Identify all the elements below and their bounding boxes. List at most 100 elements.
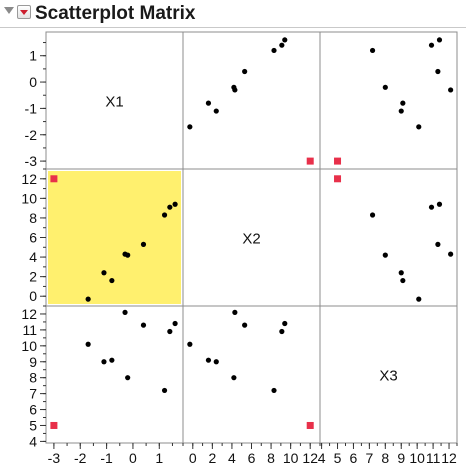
bottom-axis-tick-label: 12: [302, 450, 318, 466]
data-point[interactable]: [161, 212, 168, 218]
matrix-cell-x1-x2[interactable]: [182, 31, 321, 170]
left-axis-tick-label: 8: [29, 370, 37, 386]
data-point[interactable]: [242, 322, 248, 328]
data-point[interactable]: [279, 328, 285, 335]
data-point[interactable]: [161, 387, 168, 394]
data-point[interactable]: [369, 212, 376, 218]
data-point[interactable]: [271, 47, 277, 54]
data-point[interactable]: [436, 201, 443, 207]
data-point[interactable]: [140, 322, 147, 328]
matrix-cell-x2-x3[interactable]: [319, 168, 458, 307]
data-point[interactable]: [109, 277, 115, 284]
bottom-axis-tick-label: 5: [334, 450, 342, 466]
data-point[interactable]: [101, 359, 107, 365]
data-point[interactable]: [109, 357, 115, 363]
data-point[interactable]: [172, 320, 178, 327]
outline-bar: Scatterplot Matrix: [0, 1, 466, 28]
bottom-axis-tick-label: -3: [48, 450, 61, 466]
data-point[interactable]: [231, 375, 237, 381]
excluded-point-marker[interactable]: [334, 175, 342, 183]
bottom-axis-tick-label: 0: [189, 450, 197, 466]
excluded-point-marker[interactable]: [334, 157, 342, 165]
highlighted-cell[interactable]: [48, 171, 181, 304]
bottom-axis-tick-label: 1: [155, 450, 163, 466]
bottom-axis-tick-label: 6: [248, 450, 256, 466]
data-point[interactable]: [416, 296, 422, 302]
data-point[interactable]: [279, 42, 285, 48]
data-point[interactable]: [232, 87, 238, 93]
data-point[interactable]: [205, 357, 212, 363]
data-point[interactable]: [436, 37, 443, 43]
data-point[interactable]: [167, 328, 173, 335]
matrix-cell-x3-x3[interactable]: [319, 305, 458, 444]
left-axis-tick-label: 6: [29, 402, 37, 418]
bottom-axis-tick-label: 11: [426, 450, 441, 466]
data-point[interactable]: [122, 251, 128, 257]
data-point[interactable]: [448, 87, 454, 93]
data-point[interactable]: [213, 108, 219, 114]
bottom-axis-tick-label: 4: [318, 450, 326, 466]
bottom-axis-tick-label: -2: [74, 450, 87, 466]
report-header: Scatterplot Matrix: [0, 0, 470, 28]
data-point[interactable]: [369, 47, 376, 54]
left-axis-tick-label: -2: [25, 127, 38, 143]
data-point[interactable]: [167, 204, 173, 210]
data-point[interactable]: [435, 241, 441, 247]
data-point[interactable]: [140, 241, 147, 247]
bottom-axis-tick-label: 8: [267, 450, 275, 466]
data-point[interactable]: [435, 68, 441, 75]
disclosure-triangle-icon[interactable]: [4, 7, 14, 14]
diagonal-label-x1: X1: [105, 94, 123, 111]
data-point[interactable]: [428, 204, 435, 210]
data-point[interactable]: [398, 270, 404, 276]
data-point[interactable]: [122, 309, 128, 315]
data-point[interactable]: [85, 296, 91, 302]
bottom-axis-tick-label: 9: [397, 450, 405, 466]
left-axis-tick-label: 7: [29, 386, 37, 402]
diagonal-label-x2: X2: [242, 231, 260, 248]
data-point[interactable]: [282, 320, 288, 327]
left-axis-tick-label: 0: [29, 74, 37, 90]
bottom-axis-tick-label: -1: [100, 450, 113, 466]
data-point[interactable]: [101, 270, 107, 276]
data-point[interactable]: [416, 124, 422, 130]
data-point[interactable]: [187, 341, 193, 347]
excluded-point-marker[interactable]: [50, 421, 58, 429]
left-axis-tick-label: 10: [21, 338, 37, 354]
data-point[interactable]: [125, 375, 131, 381]
left-axis-tick-label: 4: [29, 249, 37, 265]
data-point[interactable]: [85, 341, 91, 347]
data-point[interactable]: [400, 100, 406, 106]
left-axis-tick-label: -1: [25, 100, 38, 116]
excluded-point-marker[interactable]: [306, 157, 314, 165]
data-point[interactable]: [428, 42, 435, 48]
left-axis-tick-label: 5: [29, 417, 37, 433]
matrix-cell-x3-x1[interactable]: [45, 305, 184, 444]
data-point[interactable]: [382, 252, 388, 258]
data-point[interactable]: [382, 84, 388, 90]
data-point[interactable]: [398, 108, 404, 114]
left-axis-tick-label: 9: [29, 354, 37, 370]
matrix-cell-x3-x2[interactable]: [182, 305, 321, 444]
left-axis-tick-label: 0: [29, 288, 37, 304]
data-point[interactable]: [232, 309, 238, 315]
data-point[interactable]: [187, 124, 193, 130]
left-axis-tick-label: -3: [25, 153, 38, 169]
left-axis-tick-label: 4: [29, 433, 37, 449]
data-point[interactable]: [172, 201, 178, 207]
left-axis-tick-label: 2: [29, 269, 37, 285]
left-axis-tick-label: 11: [22, 322, 37, 338]
data-point[interactable]: [282, 37, 288, 43]
data-point[interactable]: [400, 277, 406, 284]
excluded-point-marker[interactable]: [306, 421, 314, 429]
data-point[interactable]: [205, 100, 212, 106]
data-point[interactable]: [448, 251, 454, 257]
data-point[interactable]: [271, 387, 277, 394]
left-axis-tick-label: 8: [29, 210, 37, 226]
red-triangle-menu-icon[interactable]: [17, 5, 31, 19]
data-point[interactable]: [213, 359, 219, 365]
excluded-point-marker[interactable]: [50, 175, 58, 183]
matrix-cell-x1-x3[interactable]: [319, 31, 458, 170]
data-point[interactable]: [242, 68, 248, 75]
